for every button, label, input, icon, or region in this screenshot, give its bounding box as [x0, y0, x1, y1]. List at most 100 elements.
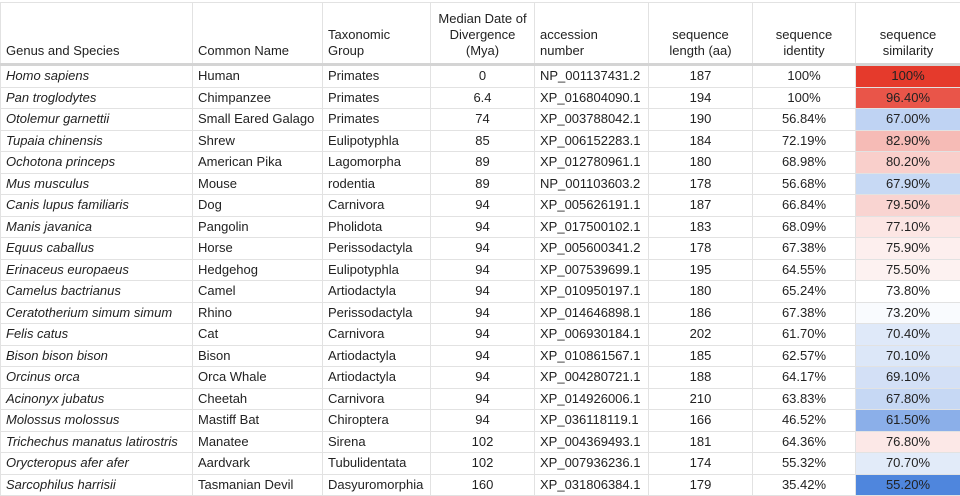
divergence-cell[interactable]: 94: [431, 195, 535, 217]
header-taxonomic-group[interactable]: Taxonomic Group: [323, 3, 431, 65]
accession-cell[interactable]: XP_012780961.1: [535, 152, 649, 174]
similarity-cell[interactable]: 67.00%: [856, 109, 960, 131]
species-cell[interactable]: Acinonyx jubatus: [1, 388, 193, 410]
taxonomic-group-cell[interactable]: Pholidota: [323, 216, 431, 238]
length-cell[interactable]: 202: [649, 324, 753, 346]
divergence-cell[interactable]: 6.4: [431, 87, 535, 109]
taxonomic-group-cell[interactable]: Primates: [323, 65, 431, 88]
taxonomic-group-cell[interactable]: Eulipotyphla: [323, 130, 431, 152]
taxonomic-group-cell[interactable]: Perissodactyla: [323, 238, 431, 260]
taxonomic-group-cell[interactable]: Tubulidentata: [323, 453, 431, 475]
taxonomic-group-cell[interactable]: Carnivora: [323, 388, 431, 410]
header-median-divergence[interactable]: Median Date of Divergence (Mya): [431, 3, 535, 65]
similarity-cell[interactable]: 80.20%: [856, 152, 960, 174]
species-cell[interactable]: Mus musculus: [1, 173, 193, 195]
similarity-cell[interactable]: 70.40%: [856, 324, 960, 346]
length-cell[interactable]: 190: [649, 109, 753, 131]
header-accession-number[interactable]: accession number: [535, 3, 649, 65]
taxonomic-group-cell[interactable]: Primates: [323, 87, 431, 109]
accession-cell[interactable]: XP_014646898.1: [535, 302, 649, 324]
accession-cell[interactable]: XP_017500102.1: [535, 216, 649, 238]
common-name-cell[interactable]: Manatee: [193, 431, 323, 453]
common-name-cell[interactable]: Mastiff Bat: [193, 410, 323, 432]
accession-cell[interactable]: XP_010950197.1: [535, 281, 649, 303]
divergence-cell[interactable]: 94: [431, 388, 535, 410]
identity-cell[interactable]: 62.57%: [753, 345, 856, 367]
taxonomic-group-cell[interactable]: Carnivora: [323, 195, 431, 217]
length-cell[interactable]: 178: [649, 173, 753, 195]
length-cell[interactable]: 184: [649, 130, 753, 152]
identity-cell[interactable]: 64.17%: [753, 367, 856, 389]
species-cell[interactable]: Manis javanica: [1, 216, 193, 238]
common-name-cell[interactable]: Small Eared Galago: [193, 109, 323, 131]
taxonomic-group-cell[interactable]: Primates: [323, 109, 431, 131]
species-cell[interactable]: Orcinus orca: [1, 367, 193, 389]
taxonomic-group-cell[interactable]: Artiodactyla: [323, 281, 431, 303]
similarity-cell[interactable]: 96.40%: [856, 87, 960, 109]
accession-cell[interactable]: XP_007539699.1: [535, 259, 649, 281]
common-name-cell[interactable]: Hedgehog: [193, 259, 323, 281]
species-cell[interactable]: Trichechus manatus latirostris: [1, 431, 193, 453]
similarity-cell[interactable]: 75.50%: [856, 259, 960, 281]
divergence-cell[interactable]: 89: [431, 152, 535, 174]
divergence-cell[interactable]: 94: [431, 259, 535, 281]
common-name-cell[interactable]: Shrew: [193, 130, 323, 152]
divergence-cell[interactable]: 0: [431, 65, 535, 88]
similarity-cell[interactable]: 61.50%: [856, 410, 960, 432]
identity-cell[interactable]: 64.55%: [753, 259, 856, 281]
identity-cell[interactable]: 66.84%: [753, 195, 856, 217]
header-genus-species[interactable]: Genus and Species: [1, 3, 193, 65]
divergence-cell[interactable]: 94: [431, 367, 535, 389]
taxonomic-group-cell[interactable]: Chiroptera: [323, 410, 431, 432]
length-cell[interactable]: 187: [649, 195, 753, 217]
common-name-cell[interactable]: Bison: [193, 345, 323, 367]
common-name-cell[interactable]: Aardvark: [193, 453, 323, 475]
accession-cell[interactable]: XP_003788042.1: [535, 109, 649, 131]
length-cell[interactable]: 185: [649, 345, 753, 367]
accession-cell[interactable]: XP_036118119.1: [535, 410, 649, 432]
length-cell[interactable]: 180: [649, 152, 753, 174]
divergence-cell[interactable]: 74: [431, 109, 535, 131]
similarity-cell[interactable]: 82.90%: [856, 130, 960, 152]
accession-cell[interactable]: XP_016804090.1: [535, 87, 649, 109]
accession-cell[interactable]: XP_005600341.2: [535, 238, 649, 260]
length-cell[interactable]: 195: [649, 259, 753, 281]
length-cell[interactable]: 183: [649, 216, 753, 238]
identity-cell[interactable]: 100%: [753, 65, 856, 88]
divergence-cell[interactable]: 85: [431, 130, 535, 152]
length-cell[interactable]: 187: [649, 65, 753, 88]
taxonomic-group-cell[interactable]: Perissodactyla: [323, 302, 431, 324]
identity-cell[interactable]: 65.24%: [753, 281, 856, 303]
taxonomic-group-cell[interactable]: rodentia: [323, 173, 431, 195]
identity-cell[interactable]: 55.32%: [753, 453, 856, 475]
identity-cell[interactable]: 72.19%: [753, 130, 856, 152]
species-cell[interactable]: Canis lupus familiaris: [1, 195, 193, 217]
length-cell[interactable]: 210: [649, 388, 753, 410]
header-common-name[interactable]: Common Name: [193, 3, 323, 65]
accession-cell[interactable]: NP_001103603.2: [535, 173, 649, 195]
species-cell[interactable]: Molossus molossus: [1, 410, 193, 432]
similarity-cell[interactable]: 70.10%: [856, 345, 960, 367]
accession-cell[interactable]: XP_006930184.1: [535, 324, 649, 346]
taxonomic-group-cell[interactable]: Dasyuromorphia: [323, 474, 431, 496]
taxonomic-group-cell[interactable]: Sirena: [323, 431, 431, 453]
common-name-cell[interactable]: Orca Whale: [193, 367, 323, 389]
common-name-cell[interactable]: Dog: [193, 195, 323, 217]
taxonomic-group-cell[interactable]: Eulipotyphla: [323, 259, 431, 281]
common-name-cell[interactable]: Rhino: [193, 302, 323, 324]
similarity-cell[interactable]: 67.80%: [856, 388, 960, 410]
length-cell[interactable]: 166: [649, 410, 753, 432]
species-cell[interactable]: Orycteropus afer afer: [1, 453, 193, 475]
length-cell[interactable]: 188: [649, 367, 753, 389]
length-cell[interactable]: 174: [649, 453, 753, 475]
common-name-cell[interactable]: Camel: [193, 281, 323, 303]
accession-cell[interactable]: XP_004280721.1: [535, 367, 649, 389]
similarity-cell[interactable]: 79.50%: [856, 195, 960, 217]
similarity-cell[interactable]: 77.10%: [856, 216, 960, 238]
species-cell[interactable]: Felis catus: [1, 324, 193, 346]
identity-cell[interactable]: 100%: [753, 87, 856, 109]
accession-cell[interactable]: XP_007936236.1: [535, 453, 649, 475]
similarity-cell[interactable]: 76.80%: [856, 431, 960, 453]
accession-cell[interactable]: XP_010861567.1: [535, 345, 649, 367]
identity-cell[interactable]: 67.38%: [753, 302, 856, 324]
